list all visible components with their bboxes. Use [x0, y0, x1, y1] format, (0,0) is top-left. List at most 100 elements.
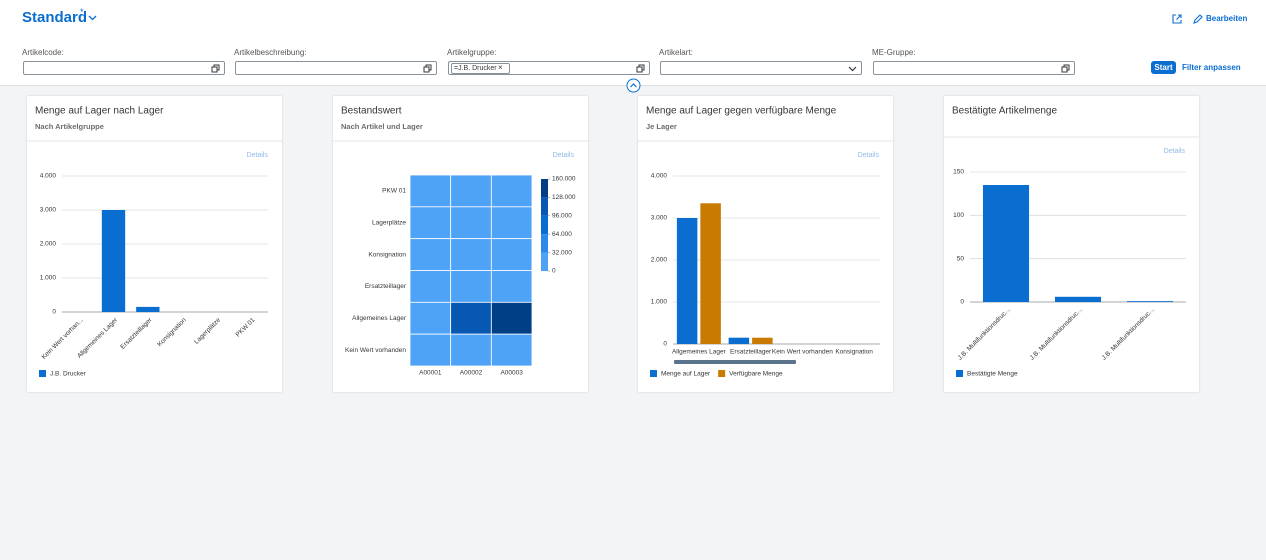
chart-card: Menge auf Lager gegen verfügbare Menge Je…	[638, 96, 893, 392]
heat-cell	[409, 270, 452, 303]
card-chart: Menge auf Lager nach Lager Nach Artikelgr…	[27, 106, 282, 378]
col-label: A00001	[419, 370, 442, 377]
y-tick-label: 2.000	[651, 257, 668, 264]
card-chart: Menge auf Lager gegen verfügbare Menge Je…	[638, 106, 893, 378]
bar	[700, 203, 721, 344]
legend-swatch	[956, 370, 963, 377]
heat-cell	[409, 238, 452, 271]
x-tick-label: J.B. Multifunktionsdruc...	[1029, 307, 1084, 362]
filter-label: Artikelgruppe:	[447, 48, 497, 57]
heat-cell	[490, 270, 533, 303]
scrollbar	[674, 360, 796, 364]
value-help-icon[interactable]	[1061, 64, 1070, 73]
dropdown-icon[interactable]	[848, 64, 857, 73]
value-help-icon[interactable]	[636, 64, 645, 73]
token-remove[interactable]: ×	[498, 63, 503, 72]
row-label: Kein Wert vorhanden	[345, 347, 406, 354]
heat-cell	[450, 333, 492, 367]
details-link: Details	[553, 152, 575, 159]
card-chart: Bestätigte Artikelmenge Details 0 50 100 150 J…	[944, 106, 1199, 378]
x-tick-label: Lagerplätze	[193, 316, 222, 345]
bar	[101, 210, 126, 312]
filter-input[interactable]	[660, 61, 862, 75]
filter-token[interactable]: =J.B. Drucker	[451, 63, 510, 74]
card-title: Menge auf Lager nach Lager	[35, 106, 164, 117]
legend-swatch	[718, 370, 726, 377]
colorbar-segment	[541, 252, 548, 271]
legend-swatch	[39, 370, 46, 377]
row-label: Ersatzteillager	[365, 283, 407, 290]
card-chart: Bestandswert Nach Artikel und Lager Detail…	[333, 106, 588, 377]
row-label: Lagerplätze	[372, 219, 406, 226]
legend-swatch	[650, 370, 657, 377]
chart-card: Bestandswert Nach Artikel und Lager Detail…	[333, 96, 588, 392]
heat-cell	[409, 206, 452, 240]
y-tick-label: 50	[957, 255, 965, 262]
filter-input[interactable]	[235, 61, 437, 75]
legend-label: Verfügbare Menge	[729, 371, 783, 378]
y-tick-label: 0	[960, 299, 964, 306]
filter-input[interactable]	[23, 61, 225, 75]
colorbar-label: 64.000	[552, 231, 572, 238]
bar	[982, 185, 1030, 302]
colorbar-label: 32.000	[552, 249, 572, 256]
colorbar-label: 96.000	[552, 213, 572, 220]
variant-title[interactable]: Standard	[22, 9, 88, 26]
x-tick-label: Kein Wert vorhanden	[772, 349, 833, 356]
col-label: A00003	[500, 370, 523, 377]
x-tick-label: Konsignation	[156, 316, 188, 348]
y-tick-label: 1.000	[651, 299, 668, 306]
x-tick-label: J.B. Multifunktionsdruc...	[957, 307, 1012, 362]
heat-cell	[450, 238, 492, 271]
bar	[752, 337, 773, 344]
y-tick-label: 2.000	[40, 241, 57, 248]
x-tick-label: J.B. Multifunktionsdruc...	[1101, 307, 1156, 362]
variant-chevron[interactable]	[88, 14, 97, 22]
filter-label: Artikelcode:	[22, 48, 64, 57]
y-tick-label: 4.000	[40, 173, 57, 180]
heat-cell	[409, 333, 452, 367]
header: Standard * Bearbeiten Artikelcode: Artike…	[0, 0, 1266, 93]
heat-cell	[450, 270, 492, 303]
y-tick-label: 150	[953, 169, 964, 176]
heat-cell	[490, 174, 533, 208]
start-button[interactable]: Start	[1151, 61, 1176, 74]
filter-input[interactable]: =J.B. Drucker ×	[448, 61, 650, 75]
collapse-button[interactable]	[626, 78, 641, 93]
y-tick-label: 0	[663, 341, 667, 348]
y-tick-label: 100	[953, 212, 964, 219]
colorbar-label: 128.000	[552, 194, 576, 201]
heat-cell	[490, 333, 533, 367]
y-tick-label: 3.000	[651, 215, 668, 222]
heat-cell	[450, 174, 492, 208]
y-tick-label: 4.000	[651, 173, 668, 180]
colorbar-segment	[541, 197, 548, 216]
legend-label: J.B. Drucker	[50, 371, 87, 378]
modified-marker: *	[80, 7, 84, 17]
colorbar-segment	[541, 215, 548, 235]
adapt-filters-button[interactable]: Filter anpassen	[1182, 63, 1241, 72]
x-tick-label: Ersatzteillager	[730, 349, 772, 356]
y-tick-label: 1.000	[40, 275, 57, 282]
edit-icon[interactable]	[1193, 14, 1203, 24]
y-tick-label: 0	[52, 309, 56, 316]
share-icon[interactable]	[1172, 14, 1182, 24]
edit-button[interactable]: Bearbeiten	[1206, 14, 1248, 23]
value-help-icon[interactable]	[423, 64, 432, 73]
bar	[136, 306, 160, 312]
details-link: Details	[1164, 148, 1186, 155]
bar	[1126, 301, 1174, 302]
x-tick-label: Ersatzteillager	[119, 316, 154, 351]
value-help-icon[interactable]	[211, 64, 220, 73]
filter-label: Artikelart:	[659, 48, 693, 57]
filter-input[interactable]	[873, 61, 1075, 75]
heat-cell	[409, 174, 452, 208]
x-tick-label: Allgemeines Lager	[672, 349, 727, 356]
heat-cell	[450, 301, 492, 335]
heat-cell	[490, 206, 533, 240]
heat-cell	[450, 206, 492, 240]
legend-label: Menge auf Lager	[661, 371, 711, 378]
row-label: Allgemeines Lager	[352, 315, 407, 322]
y-tick-label: 3.000	[40, 207, 57, 214]
